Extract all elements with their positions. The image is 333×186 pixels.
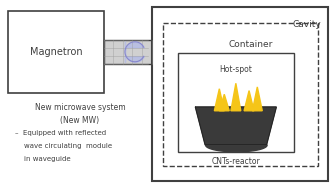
Text: Cavity: Cavity xyxy=(293,20,322,29)
Polygon shape xyxy=(231,83,241,111)
Text: New microwave system: New microwave system xyxy=(35,103,125,112)
Text: –  Equipped with reflected: – Equipped with reflected xyxy=(15,130,106,136)
FancyBboxPatch shape xyxy=(163,23,318,166)
Polygon shape xyxy=(214,89,224,111)
Bar xyxy=(104,40,152,64)
Text: (New MW): (New MW) xyxy=(60,116,99,125)
Polygon shape xyxy=(244,91,254,111)
Text: wave circulating  module: wave circulating module xyxy=(15,143,112,149)
FancyBboxPatch shape xyxy=(8,11,104,93)
FancyBboxPatch shape xyxy=(178,53,294,152)
Polygon shape xyxy=(252,87,262,111)
Polygon shape xyxy=(195,107,276,145)
Text: Magnetron: Magnetron xyxy=(30,47,82,57)
Text: Hot-spot: Hot-spot xyxy=(219,65,252,74)
Polygon shape xyxy=(219,94,229,111)
Text: CNTs-reactor: CNTs-reactor xyxy=(211,157,260,166)
Text: Container: Container xyxy=(228,40,273,49)
Text: in waveguide: in waveguide xyxy=(15,156,70,162)
FancyBboxPatch shape xyxy=(152,7,328,181)
